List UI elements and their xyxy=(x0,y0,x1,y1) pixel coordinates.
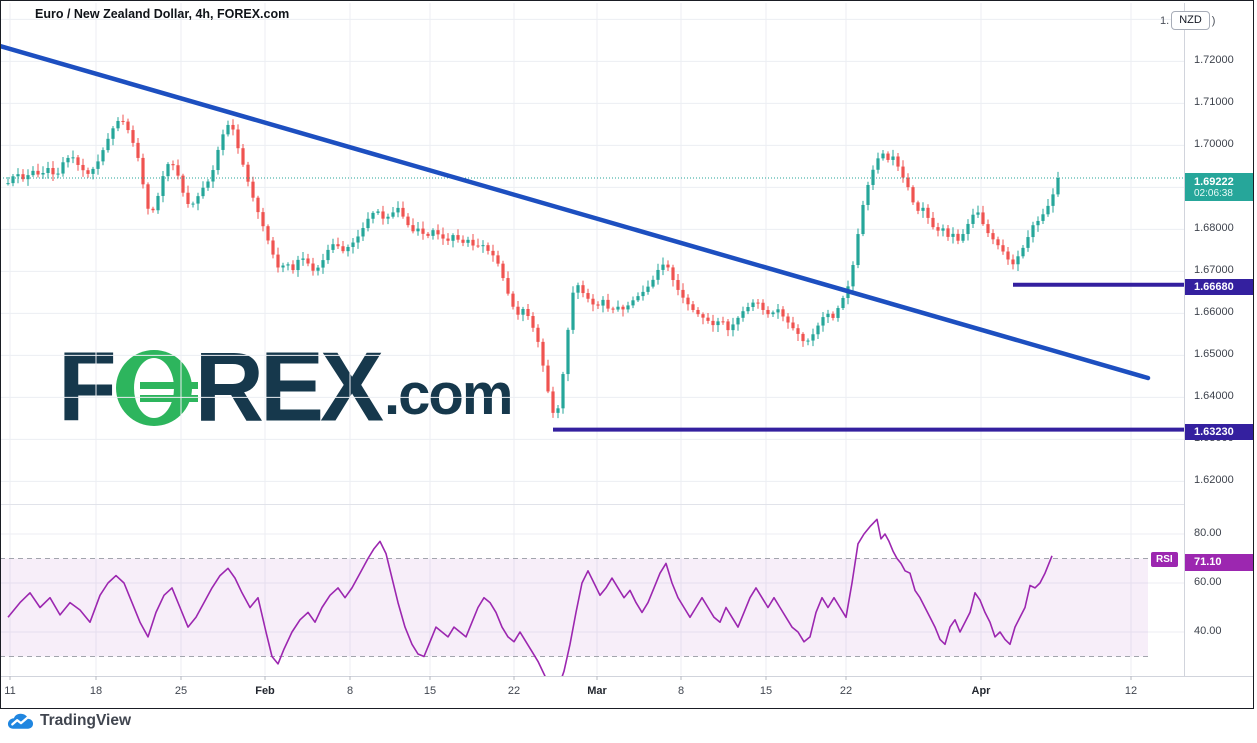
price-tick-label: 1.68000 xyxy=(1194,222,1234,235)
axis-lines xyxy=(0,3,1253,680)
time-tick-label: 12 xyxy=(1124,685,1138,697)
rsi-value-label: 71.10 xyxy=(1185,554,1253,571)
time-tick-label: 11 xyxy=(4,685,16,697)
rsi-tick-label: 80.00 xyxy=(1194,527,1222,539)
price-axis-top: 1. NZD ) xyxy=(1160,11,1215,30)
time-tick-label: 8 xyxy=(677,685,685,697)
last-price-value: 1.69222 xyxy=(1194,175,1234,188)
time-tick-label: 15 xyxy=(423,685,437,697)
time-axis[interactable]: 11 18 25 Feb 8 15 22 Mar 8 15 22 Apr 12 xyxy=(0,677,1253,709)
tradingview-text: TradingView xyxy=(40,712,132,729)
time-tick-label: Feb xyxy=(255,685,275,697)
time-tick-label: 22 xyxy=(507,685,521,697)
chart-title: Euro / New Zealand Dollar, 4h, FOREX.com xyxy=(35,7,290,21)
price-tick-label: 1.70000 xyxy=(1194,138,1234,151)
price-tick-label: 1.65000 xyxy=(1194,348,1234,361)
time-tick-label: Apr xyxy=(971,685,991,697)
forex-o-logo-icon xyxy=(115,350,198,426)
rsi-tick-label: 60.00 xyxy=(1194,576,1222,588)
support-line-upper-label: 1.66680 xyxy=(1185,279,1253,295)
chart-canvas[interactable] xyxy=(0,0,1257,710)
currency-unit-button[interactable]: NZD xyxy=(1171,11,1210,30)
last-price-label: 1.69222 02:06:38 xyxy=(1185,173,1253,201)
price-tick-label: 1.67000 xyxy=(1194,264,1234,277)
price-tick-label: 1.71000 xyxy=(1194,96,1234,109)
rsi-line-series xyxy=(7,518,1053,676)
rsi-name-chip: RSI xyxy=(1151,552,1178,567)
time-tick-label: 22 xyxy=(839,685,853,697)
time-tick-label: 8 xyxy=(346,685,354,697)
candlestick-series xyxy=(6,114,1060,419)
price-axis[interactable]: 40.0060.0080.001.620001.630001.640001.65… xyxy=(1185,3,1253,676)
gridlines xyxy=(0,3,1184,675)
axis-top-prefix: 1. xyxy=(1160,14,1170,27)
rsi-band xyxy=(0,558,1148,657)
watermark-dot-com: .com xyxy=(384,362,513,427)
tradingview-logo-icon xyxy=(7,713,34,729)
time-tick-label: 18 xyxy=(89,685,103,697)
drawing-overlays[interactable] xyxy=(0,43,1185,432)
support-line-lower-label: 1.63230 xyxy=(1185,424,1253,440)
time-tick-label: 15 xyxy=(759,685,773,697)
price-tick-label: 1.72000 xyxy=(1194,54,1234,67)
time-tick-label: Mar xyxy=(587,685,607,697)
price-tick-label: 1.62000 xyxy=(1194,474,1234,487)
time-tick-label: 25 xyxy=(174,685,188,697)
price-tick-label: 1.64000 xyxy=(1194,390,1234,403)
price-tick-label: 1.66000 xyxy=(1194,306,1234,319)
rsi-tick-label: 40.00 xyxy=(1194,625,1222,637)
tradingview-attribution[interactable]: TradingView xyxy=(7,712,131,730)
bar-countdown: 02:06:38 xyxy=(1194,187,1233,199)
axis-top-suffix: ) xyxy=(1211,14,1216,27)
